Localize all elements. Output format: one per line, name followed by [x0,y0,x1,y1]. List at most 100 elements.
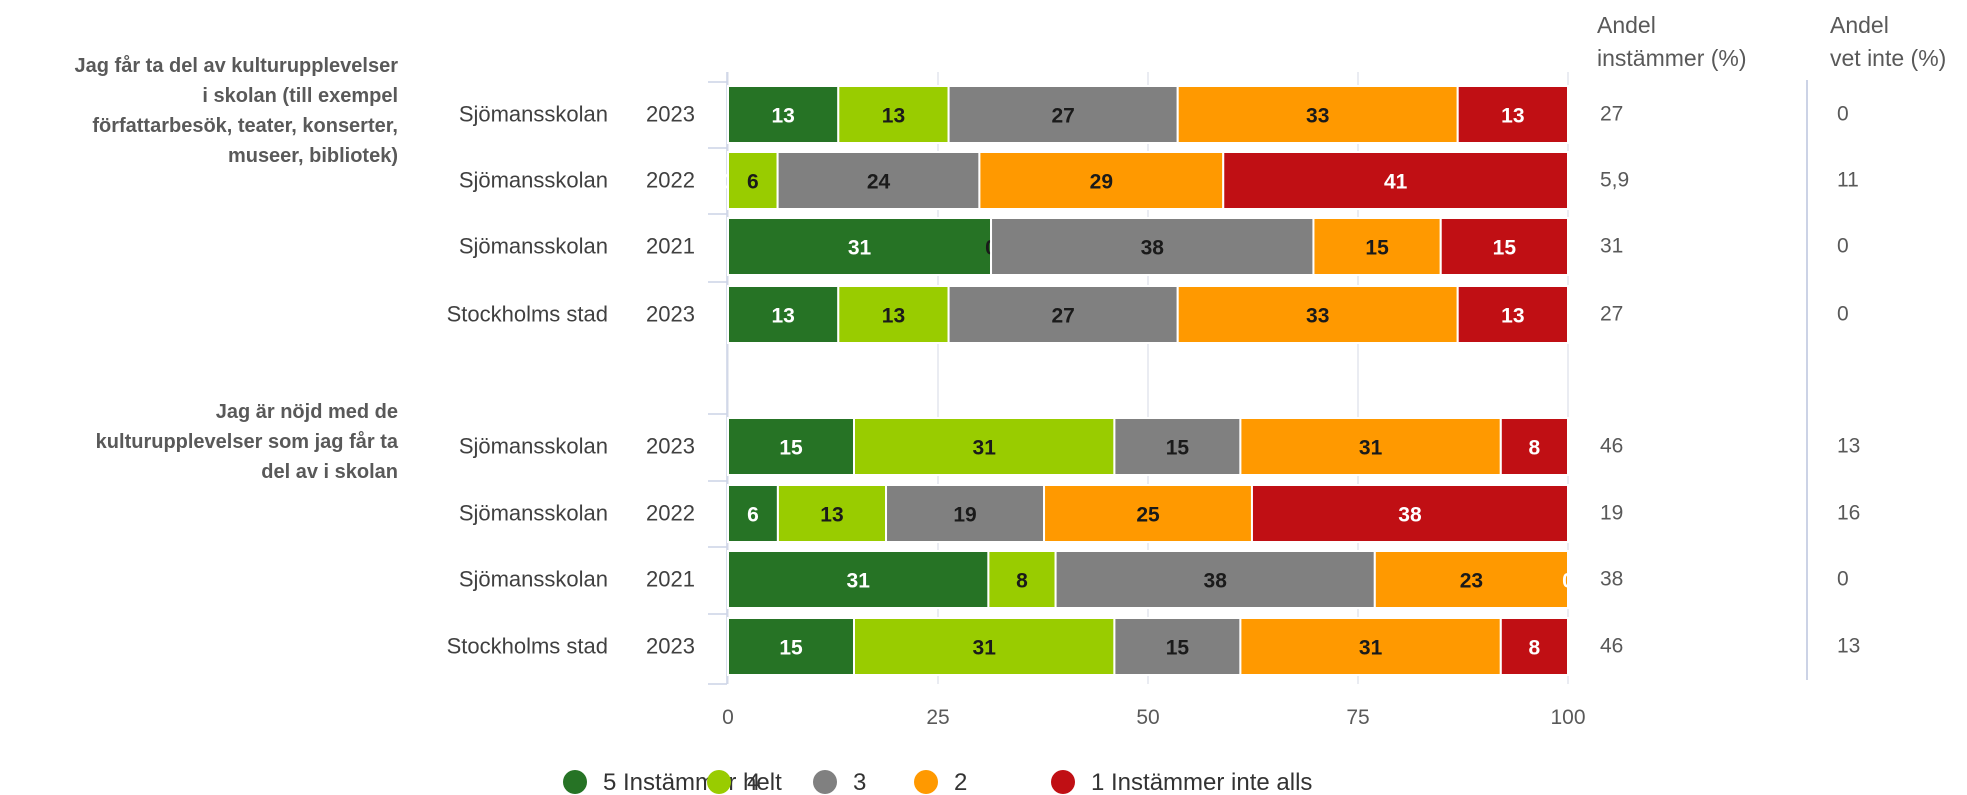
segment-value-label: 13 [771,105,794,128]
legend-marker [914,770,938,794]
segment-value-label: 27 [1051,305,1074,328]
bar-segment [1176,285,1459,344]
segment-value-label: 13 [1501,305,1524,328]
x-tick-label: 25 [926,706,949,729]
bar-segment [1312,217,1442,276]
segment-value-label: 25 [1136,504,1160,527]
segment-value-label: 13 [1501,105,1524,128]
bar-segment [947,85,1179,144]
segment-value-label: 31 [973,637,997,660]
segment-value-label: 41 [1384,171,1408,194]
row-year-label: 2023 [646,102,695,127]
agree-share-value: 27 [1600,103,1623,126]
segment-value-label: 33 [1306,105,1329,128]
segment-value-label: 15 [779,437,803,460]
segment-value-label: 24 [867,171,891,194]
segment-value-label: 13 [882,105,905,128]
dont-know-share-value: 0 [1837,303,1849,326]
segment-value-label: 38 [1204,570,1228,593]
segment-value-label: 13 [820,504,843,527]
row-year-label: 2021 [646,234,695,259]
x-tick-label: 0 [722,706,734,729]
segment-value-label: 23 [1460,570,1483,593]
bar-segment [885,484,1046,543]
segment-value-label: 8 [1529,637,1541,660]
question-label: Jag är nöjd med de [216,401,398,423]
bar-segment [1499,617,1570,676]
bar-segment [1239,617,1502,676]
segment-value-label: 31 [973,437,997,460]
legend-label: 1 Instämmer inte alls [1091,769,1312,795]
segment-value-label: 38 [1398,504,1422,527]
bar-segment [727,550,990,609]
bar-segment [1499,417,1570,476]
row-unit-label: Sjömansskolan [459,234,608,259]
row-year-label: 2023 [646,302,695,327]
legend-label: 2 [954,769,967,795]
segment-value-label: 31 [1359,637,1383,660]
bar-segment [947,285,1179,344]
dont-know-share-value: 16 [1837,502,1860,525]
bar-segment [727,617,855,676]
bar-segment [1113,617,1242,676]
bar-segment [1456,85,1570,144]
bar-segment [1373,550,1570,609]
dont-know-share-value: 0 [1837,103,1849,126]
segment-value-label: 13 [771,305,794,328]
dont-know-share-value: 13 [1837,635,1860,658]
bar-segment [1054,550,1376,609]
agree-share-value: 46 [1600,435,1623,458]
row-unit-label: Sjömansskolan [459,501,608,526]
row-year-label: 2023 [646,634,695,659]
segment-value-label: 29 [1090,171,1113,194]
bar-segment [853,417,1116,476]
legend-marker [707,770,731,794]
stat-header-line2: vet inte (%) [1830,45,1946,71]
question-label: i skolan (till exempel [202,85,398,107]
dont-know-share-value: 0 [1837,568,1849,591]
question-label: del av i skolan [261,461,398,483]
row-year-label: 2023 [646,434,695,459]
row-year-label: 2021 [646,567,695,592]
bar-segment [776,484,888,543]
agree-share-value: 31 [1600,235,1623,258]
bar-segment [990,217,1315,276]
dont-know-share-value: 0 [1837,235,1849,258]
segment-value-label: 15 [1166,637,1190,660]
bar-segment [1239,417,1502,476]
x-tick-label: 100 [1550,706,1585,729]
bar-segment [1222,151,1569,210]
segment-value-label: 31 [847,570,871,593]
legend-label: 4 [747,769,760,795]
row-year-label: 2022 [646,168,695,193]
bar-segment [837,85,950,144]
segment-value-label: 33 [1306,305,1329,328]
legend-marker [1051,770,1075,794]
segment-value-label: 0 [1562,570,1574,593]
row-unit-label: Sjömansskolan [459,434,608,459]
agree-share-value: 5,9 [1600,169,1629,192]
row-year-label: 2022 [646,501,695,526]
segment-value-label: 15 [779,637,803,660]
bar-segment [727,85,840,144]
agree-share-value: 19 [1600,502,1623,525]
row-unit-label: Stockholms stad [447,302,608,327]
segment-value-label: 15 [1365,237,1389,260]
segment-value-label: 15 [1493,237,1517,260]
bar-segment [727,151,779,210]
agree-share-value: 38 [1600,568,1623,591]
bar-segment [727,285,840,344]
bar-segment [1456,285,1570,344]
legend-marker [563,770,587,794]
row-unit-label: Stockholms stad [447,634,608,659]
question-label: museer, bibliotek) [228,145,398,167]
stat-header-line1: Andel [1597,12,1656,38]
segment-value-label: 15 [1166,437,1190,460]
segment-value-label: 27 [1051,105,1074,128]
row-unit-label: Sjömansskolan [459,102,608,127]
segment-value-label: 13 [882,305,905,328]
bar-segment [837,285,950,344]
x-tick-label: 50 [1136,706,1159,729]
row-unit-label: Sjömansskolan [459,567,608,592]
bar-segment [1043,484,1253,543]
